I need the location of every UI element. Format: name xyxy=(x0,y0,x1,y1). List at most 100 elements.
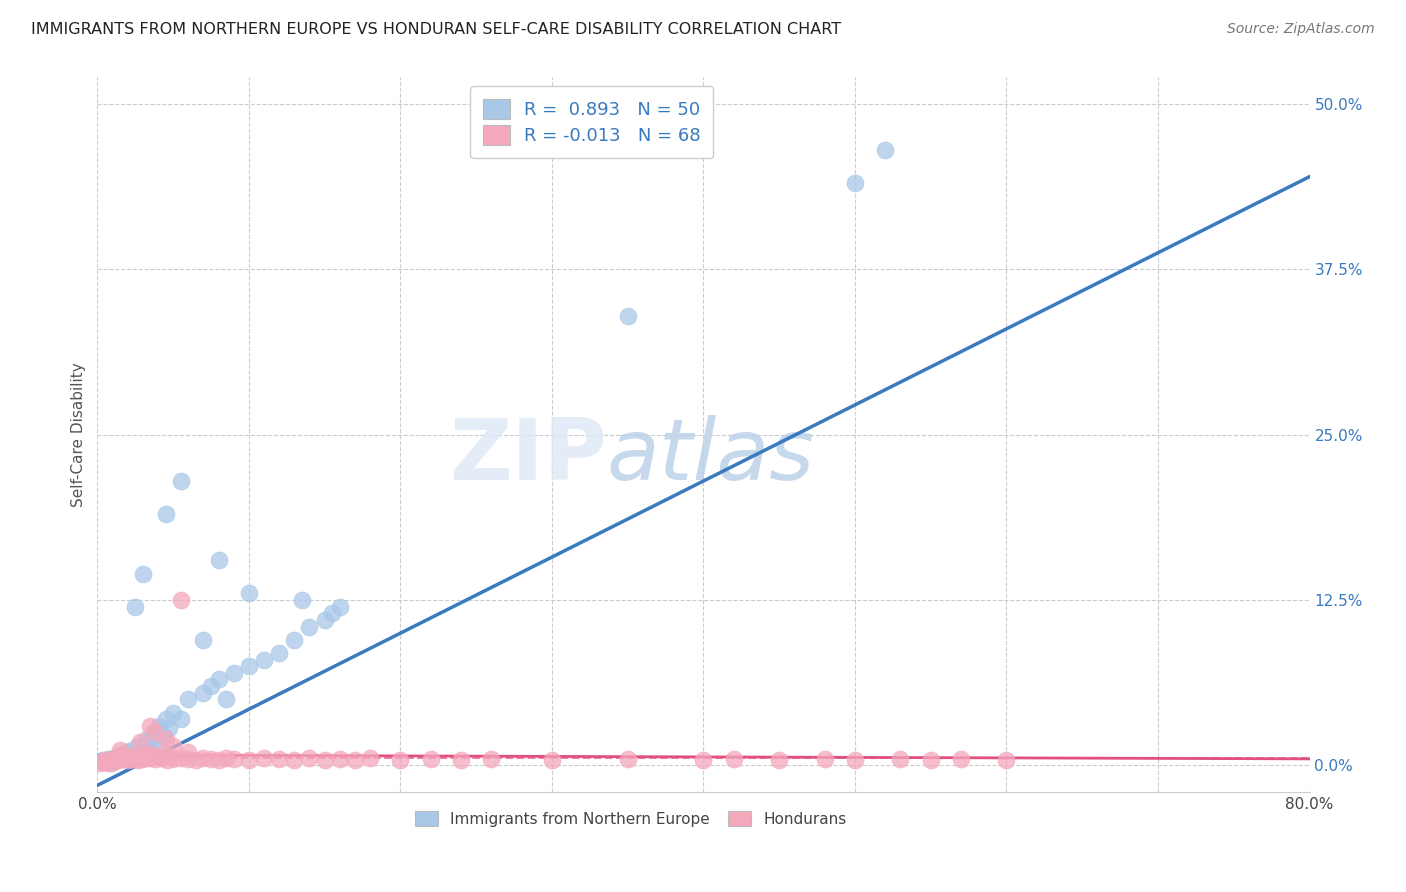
Point xyxy=(94,755,117,769)
Point xyxy=(541,753,564,767)
Point xyxy=(723,752,745,766)
Point xyxy=(143,725,166,739)
Point xyxy=(207,553,229,567)
Point xyxy=(141,747,163,761)
Point xyxy=(138,750,160,764)
Point xyxy=(121,742,143,756)
Point xyxy=(89,756,111,770)
Point xyxy=(97,752,120,766)
Point xyxy=(114,747,136,762)
Point xyxy=(170,712,193,726)
Point xyxy=(692,753,714,767)
Point xyxy=(145,734,167,748)
Point xyxy=(155,712,177,726)
Point xyxy=(129,747,152,761)
Point xyxy=(616,309,638,323)
Point xyxy=(142,725,165,739)
Point xyxy=(814,752,837,766)
Point xyxy=(97,756,120,770)
Point xyxy=(889,752,911,766)
Point xyxy=(157,722,180,736)
Point xyxy=(207,673,229,687)
Point xyxy=(207,753,229,767)
Point xyxy=(238,753,260,767)
Point xyxy=(115,745,138,759)
Point xyxy=(132,752,155,766)
Point xyxy=(329,752,352,766)
Point xyxy=(222,752,245,766)
Point xyxy=(124,749,146,764)
Point xyxy=(90,753,112,767)
Point xyxy=(200,752,222,766)
Point xyxy=(329,599,352,614)
Point xyxy=(200,679,222,693)
Point xyxy=(844,176,866,190)
Text: atlas: atlas xyxy=(606,415,814,498)
Point xyxy=(135,747,157,762)
Point xyxy=(177,745,200,759)
Point xyxy=(112,752,135,766)
Point xyxy=(238,586,260,600)
Point xyxy=(124,747,146,762)
Point xyxy=(170,474,193,488)
Point xyxy=(156,753,179,767)
Point xyxy=(134,745,156,759)
Point xyxy=(108,749,131,764)
Point xyxy=(139,719,162,733)
Point xyxy=(162,706,184,720)
Point xyxy=(146,749,169,764)
Point xyxy=(343,753,366,767)
Point xyxy=(253,750,276,764)
Point xyxy=(108,747,131,762)
Point xyxy=(950,752,973,766)
Point xyxy=(108,742,131,756)
Point xyxy=(118,750,141,764)
Point xyxy=(314,753,336,767)
Point xyxy=(215,692,238,706)
Point xyxy=(844,753,866,767)
Point xyxy=(155,507,177,521)
Point xyxy=(283,632,305,647)
Point xyxy=(129,750,152,764)
Point xyxy=(283,753,305,767)
Point xyxy=(155,732,177,747)
Point xyxy=(193,632,215,647)
Text: IMMIGRANTS FROM NORTHERN EUROPE VS HONDURAN SELF-CARE DISABILITY CORRELATION CHA: IMMIGRANTS FROM NORTHERN EUROPE VS HONDU… xyxy=(31,22,841,37)
Point xyxy=(118,750,141,764)
Point xyxy=(298,619,321,633)
Point xyxy=(995,753,1018,767)
Point xyxy=(136,732,159,747)
Point xyxy=(124,599,146,614)
Point xyxy=(105,753,128,767)
Point xyxy=(238,659,260,673)
Point xyxy=(93,755,115,769)
Point xyxy=(170,593,193,607)
Point xyxy=(314,613,336,627)
Point xyxy=(616,752,638,766)
Point xyxy=(162,752,184,766)
Point xyxy=(100,756,122,770)
Point xyxy=(150,750,173,764)
Point xyxy=(321,607,343,621)
Point xyxy=(100,752,122,766)
Point xyxy=(291,593,314,607)
Point xyxy=(162,739,184,753)
Point xyxy=(103,750,125,764)
Point xyxy=(184,753,207,767)
Point xyxy=(177,692,200,706)
Point xyxy=(215,750,238,764)
Point xyxy=(127,753,149,767)
Point xyxy=(419,752,441,766)
Point xyxy=(105,753,128,767)
Point xyxy=(193,686,215,700)
Point xyxy=(253,653,276,667)
Point xyxy=(110,752,132,766)
Point xyxy=(920,753,942,767)
Point xyxy=(359,750,381,764)
Text: Source: ZipAtlas.com: Source: ZipAtlas.com xyxy=(1227,22,1375,37)
Text: ZIP: ZIP xyxy=(449,415,606,498)
Point xyxy=(193,750,215,764)
Point xyxy=(298,750,321,764)
Point xyxy=(127,739,149,753)
Point xyxy=(121,752,143,766)
